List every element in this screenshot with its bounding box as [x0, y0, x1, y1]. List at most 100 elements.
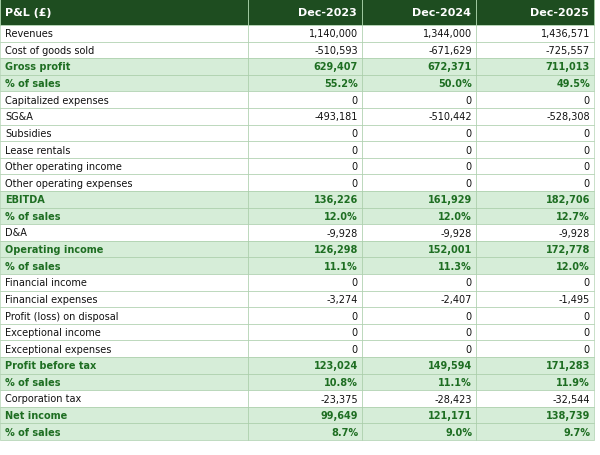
Bar: [248, 407, 362, 424]
Text: 182,706: 182,706: [545, 195, 590, 205]
Text: 49.5%: 49.5%: [556, 79, 590, 89]
Text: -510,442: -510,442: [428, 112, 472, 122]
Text: 0: 0: [466, 278, 472, 288]
Bar: [248, 76, 362, 92]
Text: 152,001: 152,001: [428, 245, 472, 254]
Bar: [248, 308, 362, 324]
Bar: [476, 192, 594, 208]
Bar: [476, 109, 594, 125]
Text: 0: 0: [466, 96, 472, 106]
Text: 171,283: 171,283: [545, 360, 590, 370]
Bar: [362, 59, 476, 76]
Text: 11.3%: 11.3%: [438, 261, 472, 271]
Bar: [248, 92, 362, 109]
Text: 55.2%: 55.2%: [324, 79, 358, 89]
Text: 126,298: 126,298: [314, 245, 358, 254]
Bar: [476, 308, 594, 324]
Bar: [248, 324, 362, 341]
Bar: [476, 357, 594, 374]
Text: -493,181: -493,181: [314, 112, 358, 122]
Text: 1,436,571: 1,436,571: [541, 29, 590, 39]
Text: % of sales: % of sales: [5, 212, 61, 222]
Text: Financial expenses: Financial expenses: [5, 294, 97, 304]
Bar: [362, 225, 476, 241]
Bar: [362, 192, 476, 208]
Text: 0: 0: [584, 311, 590, 321]
Bar: [248, 59, 362, 76]
Text: -3,274: -3,274: [326, 294, 358, 304]
Text: Dec-2025: Dec-2025: [530, 8, 589, 18]
Text: 11.1%: 11.1%: [438, 377, 472, 387]
Text: Cost of goods sold: Cost of goods sold: [5, 46, 94, 56]
Bar: [248, 390, 362, 407]
Bar: [0, 258, 248, 274]
Bar: [0, 158, 248, 175]
Text: Other operating income: Other operating income: [5, 162, 122, 172]
Bar: [248, 424, 362, 440]
Bar: [362, 258, 476, 274]
Bar: [0, 142, 248, 158]
Text: 0: 0: [352, 311, 358, 321]
Bar: [248, 26, 362, 42]
Text: 0: 0: [466, 145, 472, 155]
Bar: [248, 208, 362, 225]
Text: % of sales: % of sales: [5, 427, 61, 437]
Bar: [248, 109, 362, 125]
Text: 0: 0: [352, 145, 358, 155]
Bar: [476, 291, 594, 308]
Text: 0: 0: [466, 344, 472, 354]
Text: 10.8%: 10.8%: [324, 377, 358, 387]
Text: 0: 0: [466, 328, 472, 337]
Text: % of sales: % of sales: [5, 261, 61, 271]
Text: Exceptional income: Exceptional income: [5, 328, 101, 337]
Bar: [476, 76, 594, 92]
Text: 121,171: 121,171: [428, 410, 472, 420]
Text: 0: 0: [352, 278, 358, 288]
Bar: [0, 109, 248, 125]
Text: Profit before tax: Profit before tax: [5, 360, 96, 370]
Text: -671,629: -671,629: [428, 46, 472, 56]
Text: 1,344,000: 1,344,000: [423, 29, 472, 39]
Text: 12.0%: 12.0%: [438, 212, 472, 222]
Bar: [362, 125, 476, 142]
Text: 0: 0: [352, 344, 358, 354]
Text: 136,226: 136,226: [314, 195, 358, 205]
Text: Financial income: Financial income: [5, 278, 87, 288]
Bar: [362, 158, 476, 175]
Bar: [362, 42, 476, 59]
Bar: [0, 341, 248, 357]
Bar: [0, 424, 248, 440]
Text: P&L (£): P&L (£): [5, 8, 52, 18]
Bar: [476, 341, 594, 357]
Bar: [362, 0, 476, 26]
Bar: [362, 92, 476, 109]
Text: Profit (loss) on disposal: Profit (loss) on disposal: [5, 311, 119, 321]
Text: 672,371: 672,371: [428, 62, 472, 72]
Bar: [476, 407, 594, 424]
Bar: [0, 208, 248, 225]
Text: 0: 0: [352, 129, 358, 139]
Bar: [0, 241, 248, 258]
Bar: [362, 424, 476, 440]
Text: Net income: Net income: [5, 410, 67, 420]
Bar: [0, 125, 248, 142]
Bar: [476, 26, 594, 42]
Bar: [248, 291, 362, 308]
Text: -23,375: -23,375: [320, 394, 358, 404]
Text: 149,594: 149,594: [428, 360, 472, 370]
Text: Capitalized expenses: Capitalized expenses: [5, 96, 109, 106]
Bar: [362, 374, 476, 390]
Text: Dec-2024: Dec-2024: [412, 8, 471, 18]
Text: 0: 0: [352, 328, 358, 337]
Bar: [476, 125, 594, 142]
Bar: [248, 274, 362, 291]
Bar: [476, 92, 594, 109]
Text: 0: 0: [584, 278, 590, 288]
Text: Exceptional expenses: Exceptional expenses: [5, 344, 112, 354]
Bar: [476, 390, 594, 407]
Bar: [476, 142, 594, 158]
Text: 0: 0: [584, 162, 590, 172]
Text: Revenues: Revenues: [5, 29, 53, 39]
Text: 0: 0: [352, 178, 358, 188]
Bar: [0, 225, 248, 241]
